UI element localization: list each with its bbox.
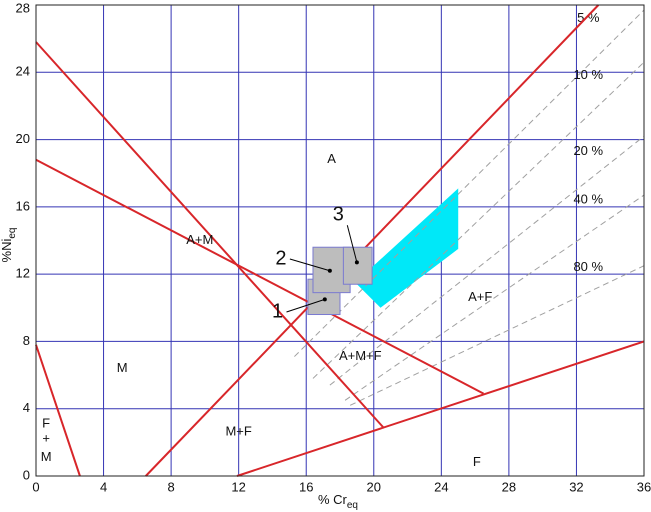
leader-line xyxy=(346,225,358,263)
region-label: F xyxy=(473,454,481,469)
sample-label: 2 xyxy=(275,247,286,269)
ferrite-line xyxy=(344,194,645,401)
x-tick-label: 8 xyxy=(167,479,174,494)
x-tick-label: 24 xyxy=(434,479,448,494)
x-tick-label: 4 xyxy=(100,479,107,494)
sample-point xyxy=(327,268,332,273)
y-tick-label: 16 xyxy=(16,198,30,213)
x-tick-label: 36 xyxy=(637,479,651,494)
x-tick-label: 12 xyxy=(231,479,245,494)
y-tick-label: 20 xyxy=(16,131,30,146)
y-tick-label: 4 xyxy=(23,400,30,415)
y-axis-label-sub: eq xyxy=(7,228,18,239)
phase-boundary xyxy=(236,340,645,477)
region-label: A+F xyxy=(468,289,492,304)
x-tick-label: 28 xyxy=(502,479,516,494)
sample-point xyxy=(322,297,327,302)
ferrite-line xyxy=(312,61,645,379)
y-tick-label: 12 xyxy=(16,266,30,281)
sample-label: 1 xyxy=(272,300,283,322)
phase-boundary xyxy=(145,4,600,477)
x-tick-label: 20 xyxy=(367,479,381,494)
ferrite-line xyxy=(294,9,645,357)
sample-box xyxy=(342,246,373,285)
region-label: A+M xyxy=(186,232,213,247)
region-label: M+F xyxy=(225,424,251,439)
ferrite-line xyxy=(329,135,645,386)
x-axis-label-sub: eq xyxy=(347,500,358,511)
y-tick-label: 28 xyxy=(16,0,30,15)
ferrite-label: 20 % xyxy=(573,143,603,158)
region-label: + xyxy=(42,430,50,445)
y-tick-label: 0 xyxy=(23,467,30,482)
region-label: F xyxy=(42,415,50,430)
region-label: M xyxy=(117,360,128,375)
ferrite-label: 10 % xyxy=(573,67,603,82)
leader-line xyxy=(286,298,325,313)
x-axis-label-text: % Cr xyxy=(318,492,348,507)
ferrite-label: 80 % xyxy=(573,259,603,274)
x-tick-label: 0 xyxy=(32,479,39,494)
region-label: A+M+F xyxy=(339,348,382,363)
x-tick-label: 32 xyxy=(569,479,583,494)
sample-point xyxy=(354,260,359,265)
x-axis-label: % Creq xyxy=(318,492,358,510)
region-label: A xyxy=(327,151,336,166)
phase-boundary xyxy=(35,344,81,477)
ferrite-label: 40 % xyxy=(573,192,603,207)
ferrite-line xyxy=(349,265,645,406)
y-tick-label: 8 xyxy=(23,333,30,348)
x-tick-label: 16 xyxy=(299,479,313,494)
phase-boundary xyxy=(35,158,485,395)
phase-boundary xyxy=(35,41,385,429)
region-label: M xyxy=(41,449,52,464)
sample-label: 3 xyxy=(333,204,344,226)
highlight-area xyxy=(355,188,459,308)
y-tick-label: 24 xyxy=(16,64,30,79)
leader-line xyxy=(289,258,331,272)
y-axis-label-text: %Ni xyxy=(0,239,14,263)
plot-frame xyxy=(35,4,645,477)
y-axis-label: %Nieq xyxy=(0,228,18,263)
